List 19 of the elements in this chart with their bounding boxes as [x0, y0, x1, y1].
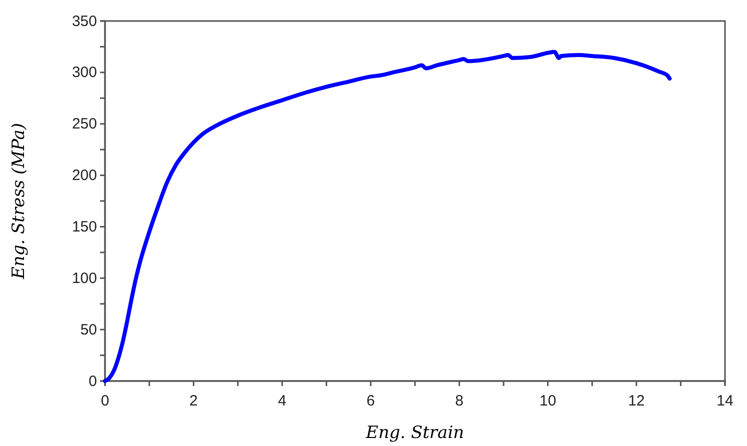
x-tick-label: 14 — [716, 392, 734, 410]
y-tick-label: 250 — [72, 116, 97, 133]
x-axis-title: Eng. Strain — [364, 423, 464, 443]
y-tick-label: 350 — [72, 12, 97, 30]
y-tick-label: 50 — [80, 321, 97, 338]
x-tick-label: 2 — [189, 392, 198, 410]
y-tick-label: 150 — [72, 218, 97, 236]
y-axis-title: Eng. Stress (MPa) — [9, 122, 29, 280]
y-tick-label: 200 — [72, 167, 97, 184]
x-tick-label: 10 — [540, 392, 556, 410]
y-tick-label: 100 — [72, 270, 97, 287]
x-tick-label: 12 — [628, 392, 645, 410]
x-tick-label: 8 — [455, 392, 464, 410]
y-tick-label: 0 — [88, 372, 97, 390]
x-tick-label: 0 — [100, 392, 110, 410]
line-series — [103, 50, 672, 383]
x-tick-label: 4 — [278, 392, 286, 410]
x-tick-label: 6 — [366, 392, 375, 410]
y-tick-label: 300 — [72, 64, 97, 82]
